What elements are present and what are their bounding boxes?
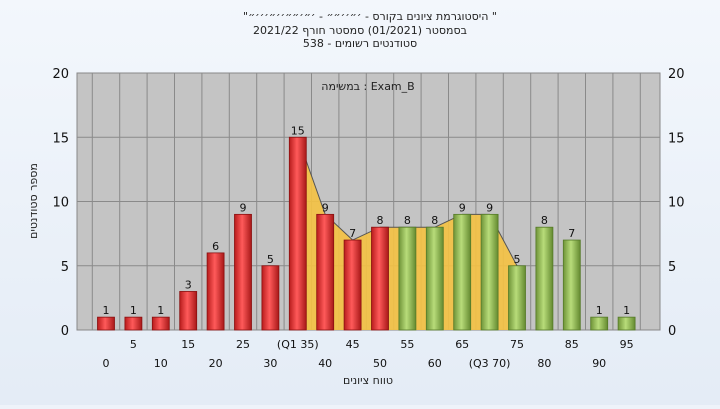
bar-value-label: 7 <box>568 227 575 240</box>
x-tick-label: 60 <box>428 357 442 370</box>
bar-value-label: 8 <box>431 214 438 227</box>
bar-value-label: 9 <box>240 201 247 214</box>
x-tick-label: 0 <box>103 357 110 370</box>
y-axis-label: מספר סטודנטים <box>27 163 40 239</box>
bar <box>288 136 307 331</box>
y-tick-label-left: 20 <box>52 67 69 82</box>
x-tick-label: 25 <box>236 338 250 351</box>
x-tick-label: 50 <box>373 357 387 370</box>
x-tick-label: 20 <box>209 357 223 370</box>
bar <box>480 213 499 331</box>
y-tick-label-left: 15 <box>52 131 69 146</box>
x-tick-label: (Q3 70) <box>469 357 511 370</box>
x-tick-label: 45 <box>346 338 360 351</box>
y-tick-label-right: 5 <box>668 260 676 275</box>
bar-value-label: 3 <box>185 278 192 291</box>
bar <box>206 252 225 331</box>
x-tick-label: 85 <box>565 338 579 351</box>
x-tick-label: 40 <box>318 357 332 370</box>
bar <box>617 316 636 331</box>
y-tick-label-right: 15 <box>668 131 685 146</box>
bar-value-label: 6 <box>212 240 219 253</box>
bar <box>261 265 280 331</box>
bar-value-label: 5 <box>267 253 274 266</box>
bar-value-label: 8 <box>377 214 384 227</box>
bar <box>453 213 472 331</box>
bar-value-label: 9 <box>322 201 329 214</box>
x-tick-label: 10 <box>154 357 168 370</box>
bar <box>234 213 252 331</box>
x-tick-label: 95 <box>620 338 634 351</box>
chart-title-line-1: "היסטוגרמת ציונים בקורס - ׳״׳׳״״ - ׳״׳״״… <box>243 10 497 23</box>
x-tick-label: 90 <box>592 357 606 370</box>
bar <box>151 316 170 331</box>
x-tick-label: 55 <box>400 338 414 351</box>
bar <box>371 226 389 331</box>
x-tick-label: 80 <box>537 357 551 370</box>
chart-title-line-3: סטודנטים רשומים - 538 <box>303 37 417 50</box>
bar-value-label: 1 <box>596 304 603 317</box>
bar-value-label: 9 <box>486 201 493 214</box>
bar-value-label: 1 <box>103 304 110 317</box>
bar-value-label: 8 <box>541 214 548 227</box>
bar-value-label: 5 <box>514 253 521 266</box>
y-tick-label-right: 20 <box>668 67 685 82</box>
bar <box>97 316 115 331</box>
bar <box>179 291 198 331</box>
x-tick-label: 65 <box>455 338 469 351</box>
y-tick-label-left: 5 <box>61 260 69 275</box>
bar <box>535 226 554 331</box>
bar <box>124 316 143 331</box>
bar <box>562 239 581 331</box>
x-axis-ticks: 0 5 10 15 20 25 30(Q1 35) 40 45 50 55 60 65(Q3 70) 75… <box>103 338 634 370</box>
annotation-label: במשימה : Exam_B <box>321 80 414 93</box>
bar-value-label: 1 <box>130 304 137 317</box>
x-tick-label: 15 <box>181 338 195 351</box>
chart-title-line-2: בסמסטר (01/2021) סמסטר חורף 2021/22 <box>253 24 467 37</box>
y-tick-label-right: 10 <box>668 196 685 211</box>
bar-value-label: 1 <box>157 304 164 317</box>
bar <box>425 226 444 331</box>
bar <box>316 213 335 331</box>
bar <box>398 226 417 331</box>
y-tick-label-left: 10 <box>52 196 69 211</box>
bar <box>343 239 362 331</box>
x-tick-label: 30 <box>263 357 277 370</box>
y-tick-label-left: 0 <box>61 324 69 339</box>
x-axis-label: טווח ציונים <box>343 374 393 387</box>
y-tick-label-right: 0 <box>668 324 676 339</box>
bar-value-label: 9 <box>459 201 466 214</box>
bar-value-label: 8 <box>404 214 411 227</box>
gridlines <box>77 73 660 330</box>
bar-value-label: 7 <box>349 227 356 240</box>
x-tick-label: (Q1 35) <box>277 338 319 351</box>
x-tick-label: 75 <box>510 338 524 351</box>
bar <box>508 265 526 331</box>
bar <box>590 316 609 331</box>
x-tick-label: 5 <box>130 338 137 351</box>
bar-value-label: 15 <box>291 124 305 137</box>
bars: 1 1 1 3 6 9 5 15 9 7 8 8 8 9 9 5 8 7 1 1 <box>97 124 636 331</box>
bar-value-label: 1 <box>623 304 630 317</box>
